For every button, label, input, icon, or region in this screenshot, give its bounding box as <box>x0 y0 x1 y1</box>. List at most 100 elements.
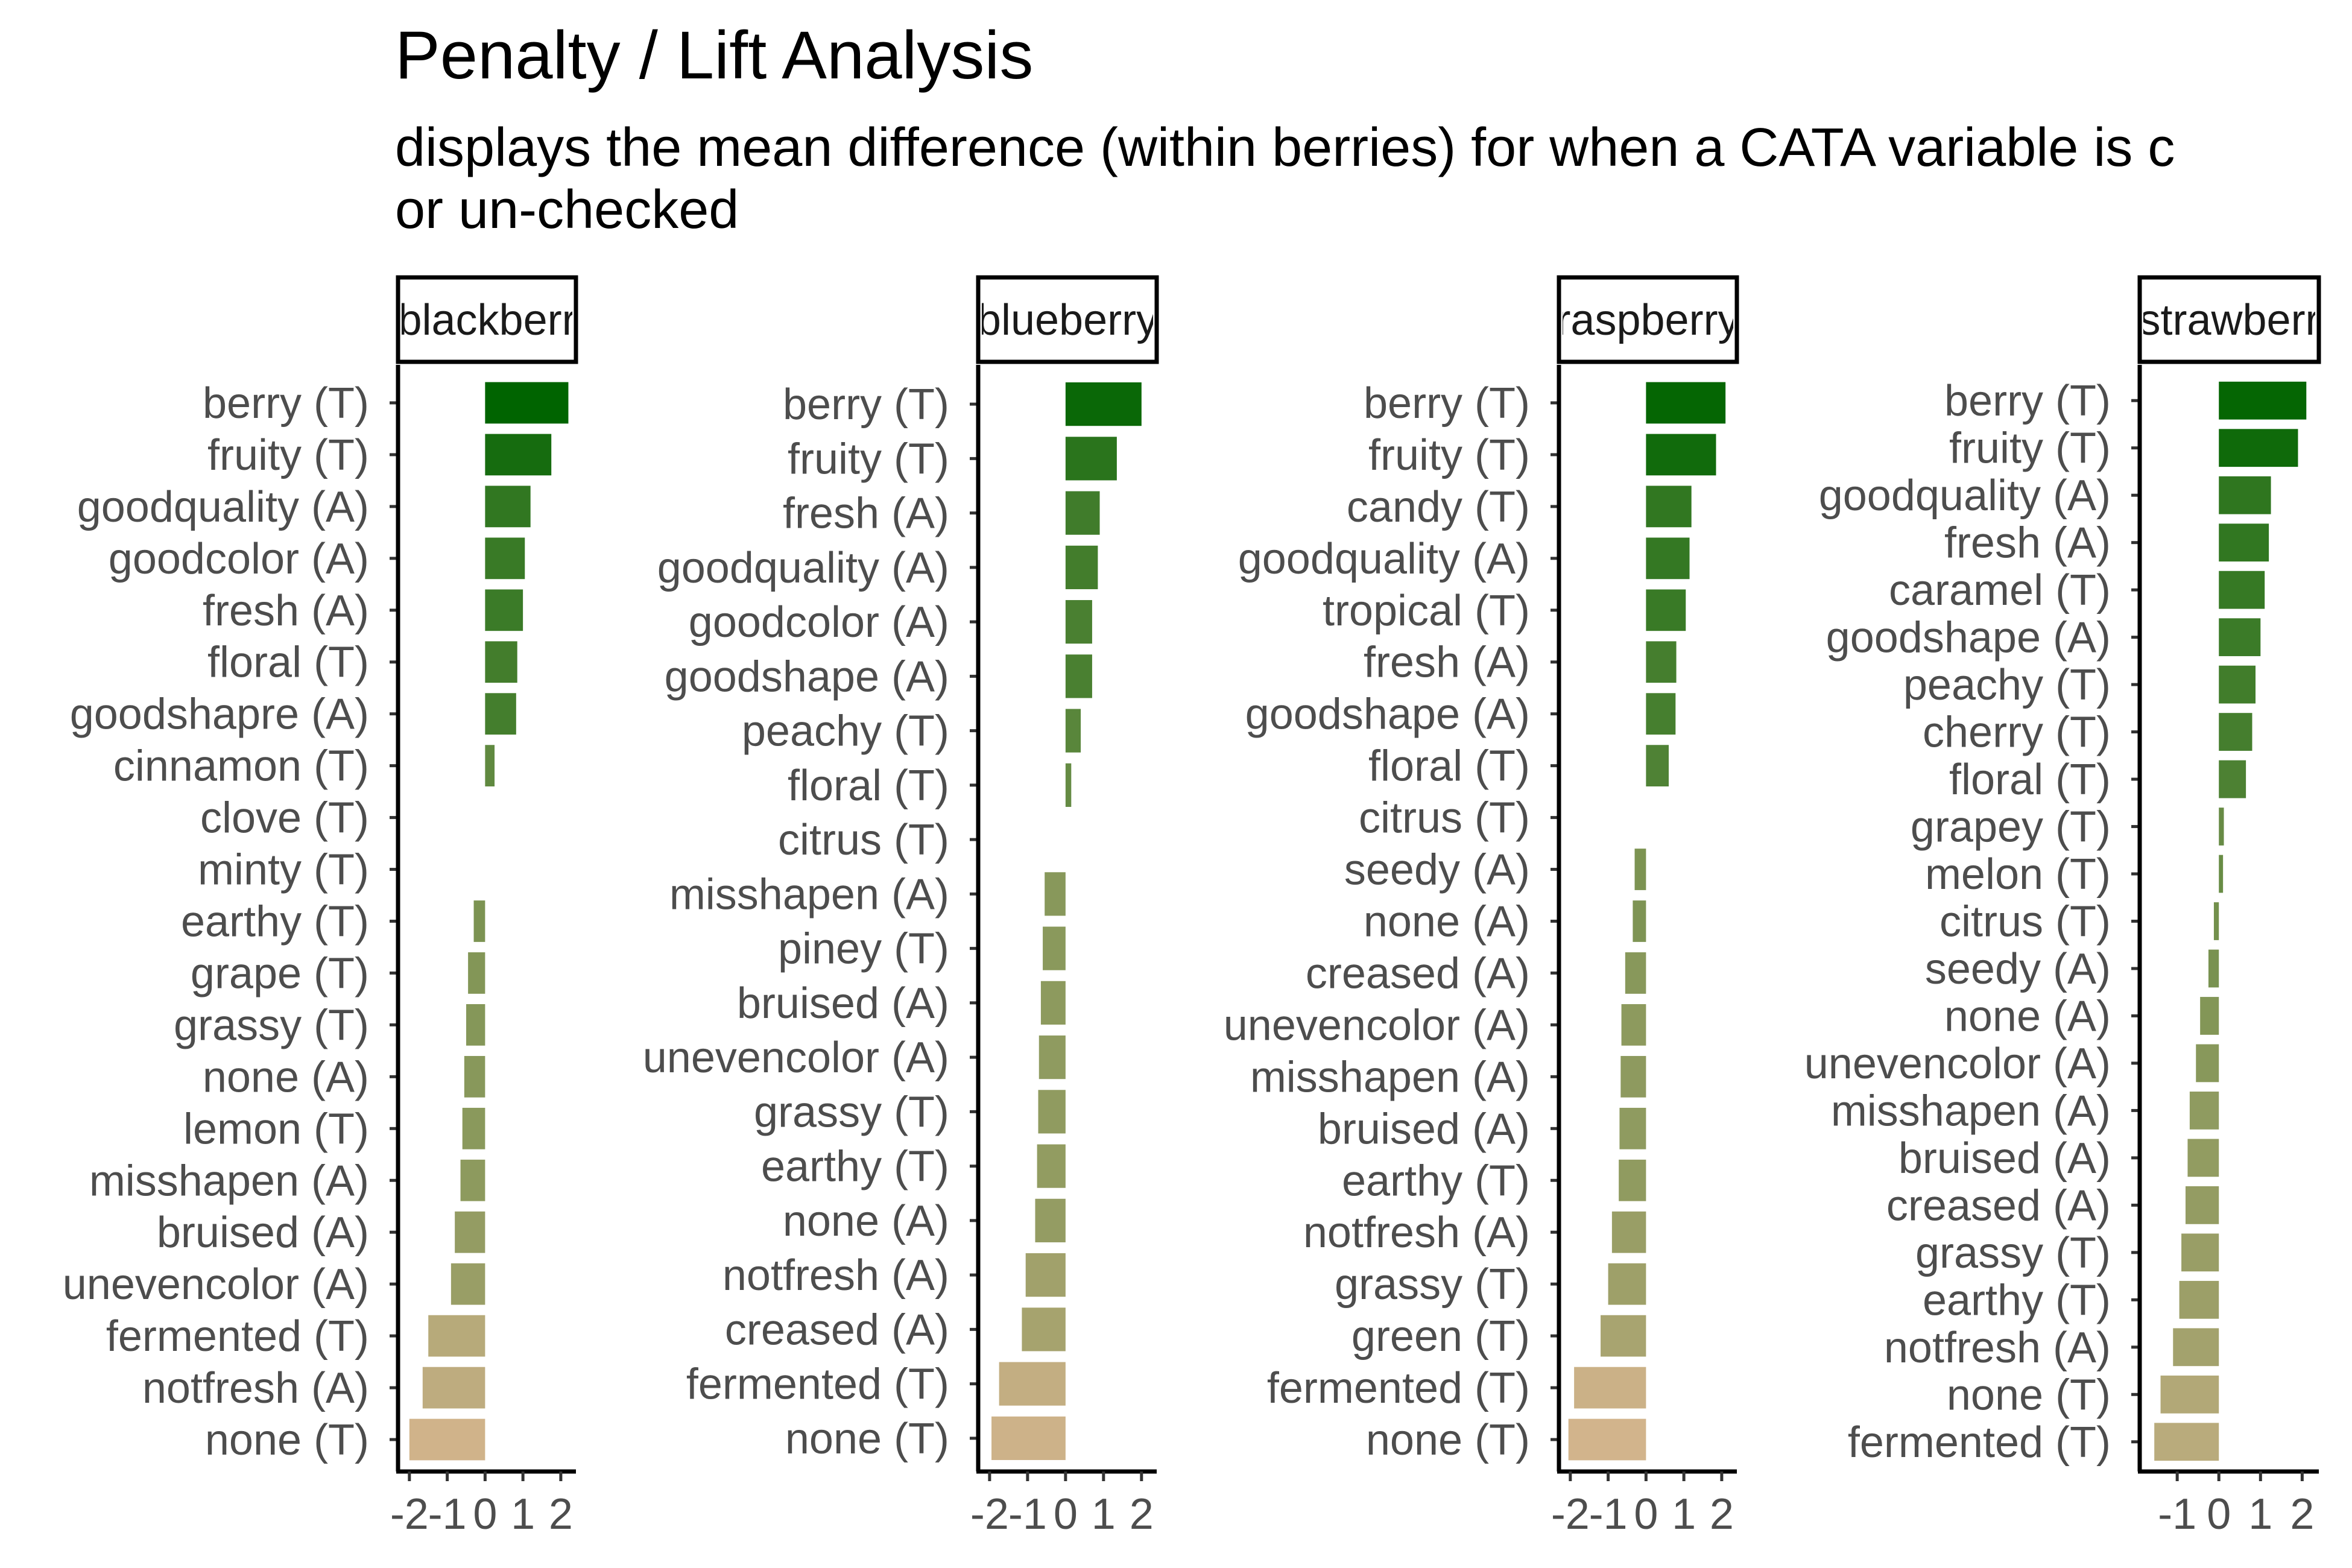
category-label: fresh (A) <box>203 587 369 635</box>
bar <box>1065 545 1098 589</box>
category-label: clove (T) <box>200 794 369 842</box>
category-label: none (A) <box>203 1053 369 1101</box>
category-label: notfresh (A) <box>1303 1209 1530 1257</box>
category-label: floral (T) <box>1949 756 2111 804</box>
category-label: grape (T) <box>191 949 369 997</box>
category-label: fermented (T) <box>1848 1418 2111 1467</box>
category-label: notfresh (A) <box>722 1251 949 1300</box>
bar <box>1045 872 1066 916</box>
category-label: berry (T) <box>1364 379 1530 428</box>
category-label: grassy (T) <box>754 1088 949 1136</box>
category-label: peachy (T) <box>1903 661 2111 709</box>
bar <box>1620 1055 1646 1098</box>
bar <box>2187 1139 2219 1177</box>
x-tick-label: 1 <box>2248 1490 2272 1538</box>
category-label: fruity (T) <box>1949 425 2111 473</box>
category-label: citrus (T) <box>1939 898 2111 946</box>
category-label: goodquality (A) <box>1238 535 1530 583</box>
x-tick-label: -1 <box>428 1490 467 1538</box>
facet-panel: blackberr berry (T)fruity (T)goodquality … <box>63 275 578 1538</box>
bar <box>485 589 523 631</box>
category-label: goodcolor (A) <box>689 598 949 646</box>
category-label: notfresh (A) <box>1884 1324 2111 1372</box>
x-tick-label: -2 <box>1551 1490 1590 1538</box>
chart-title: Penalty / Lift Analysis <box>395 17 1033 93</box>
x-tick-label: -1 <box>1589 1490 1628 1538</box>
facet-panel: strawberr berry (T)fruity (T)goodquality … <box>1804 275 2321 1538</box>
category-label: floral (T) <box>207 639 369 687</box>
category-label: misshapen (A) <box>1250 1053 1530 1101</box>
category-label: seedy (A) <box>1925 945 2111 993</box>
category-label: earthy (T) <box>1923 1276 2111 1324</box>
category-label: lemon (T) <box>183 1105 369 1153</box>
category-label: earthy (T) <box>761 1143 949 1191</box>
category-label: berry (T) <box>1944 377 2111 425</box>
x-tick-label: 0 <box>1054 1490 1078 1538</box>
bar <box>2219 476 2271 514</box>
bar <box>409 1418 485 1461</box>
bar <box>2160 1375 2219 1414</box>
category-label: creased (A) <box>1886 1181 2111 1230</box>
bar <box>485 693 516 735</box>
bar <box>485 382 569 424</box>
category-label: peachy (T) <box>742 707 949 756</box>
bar <box>2219 808 2224 846</box>
category-label: none (T) <box>1366 1416 1530 1464</box>
bar <box>2213 902 2219 940</box>
x-tick-label: 0 <box>473 1490 497 1538</box>
x-tick-label: 2 <box>549 1490 573 1538</box>
category-label: fresh (A) <box>1944 519 2111 567</box>
bar <box>473 900 485 942</box>
category-label: green (T) <box>1351 1312 1530 1361</box>
bar <box>1043 926 1066 970</box>
category-label: none (T) <box>205 1416 369 1464</box>
category-label: none (T) <box>785 1415 949 1463</box>
bar <box>422 1367 485 1409</box>
bar <box>1608 1263 1646 1305</box>
x-tick-label: -1 <box>2158 1490 2196 1538</box>
x-tick-label: 2 <box>1710 1490 1734 1538</box>
bar <box>1619 1107 1646 1149</box>
bar <box>2196 1044 2219 1083</box>
bar <box>466 1004 485 1046</box>
bar <box>2219 665 2256 704</box>
bar <box>1601 1315 1646 1357</box>
x-tick-label: 0 <box>1634 1490 1658 1538</box>
x-tick-label: -2 <box>970 1490 1009 1538</box>
bar <box>1065 382 1142 426</box>
category-label: fresh (A) <box>1364 639 1530 687</box>
bar <box>485 485 531 528</box>
bar <box>1625 952 1646 994</box>
x-tick-label: 2 <box>1130 1490 1154 1538</box>
category-label: berry (T) <box>783 381 949 429</box>
bar <box>2181 1233 2219 1272</box>
x-tick-label: -1 <box>1008 1490 1047 1538</box>
bar <box>2208 949 2219 988</box>
category-label: misshapen (A) <box>1831 1087 2111 1135</box>
bar <box>462 1107 485 1149</box>
bar <box>2154 1423 2219 1461</box>
category-label: seedy (A) <box>1344 846 1530 894</box>
category-label: unevencolor (A) <box>1804 1040 2111 1088</box>
category-label: cinnamon (T) <box>113 742 369 791</box>
bar <box>485 434 552 476</box>
bar <box>2219 855 2224 893</box>
chart-subtitle-line-2: or un-checked <box>395 180 739 240</box>
category-label: floral (T) <box>788 762 949 810</box>
category-label: none (A) <box>1364 898 1530 946</box>
bar <box>2219 523 2269 562</box>
bar <box>1646 485 1692 528</box>
facet-strip-label: blueberry <box>977 296 1158 344</box>
bar <box>2173 1328 2219 1367</box>
category-label: cherry (T) <box>1923 709 2111 757</box>
chart-subtitle-line-1: displays the mean difference (within ber… <box>395 118 2175 178</box>
bar <box>1022 1307 1066 1351</box>
category-label: misshapen (A) <box>669 870 949 918</box>
bar <box>2219 571 2265 609</box>
bar <box>1646 434 1716 476</box>
bar <box>428 1315 485 1357</box>
category-label: fruity (T) <box>1368 431 1530 479</box>
facet-strip <box>396 275 578 364</box>
bar <box>1037 1144 1066 1188</box>
